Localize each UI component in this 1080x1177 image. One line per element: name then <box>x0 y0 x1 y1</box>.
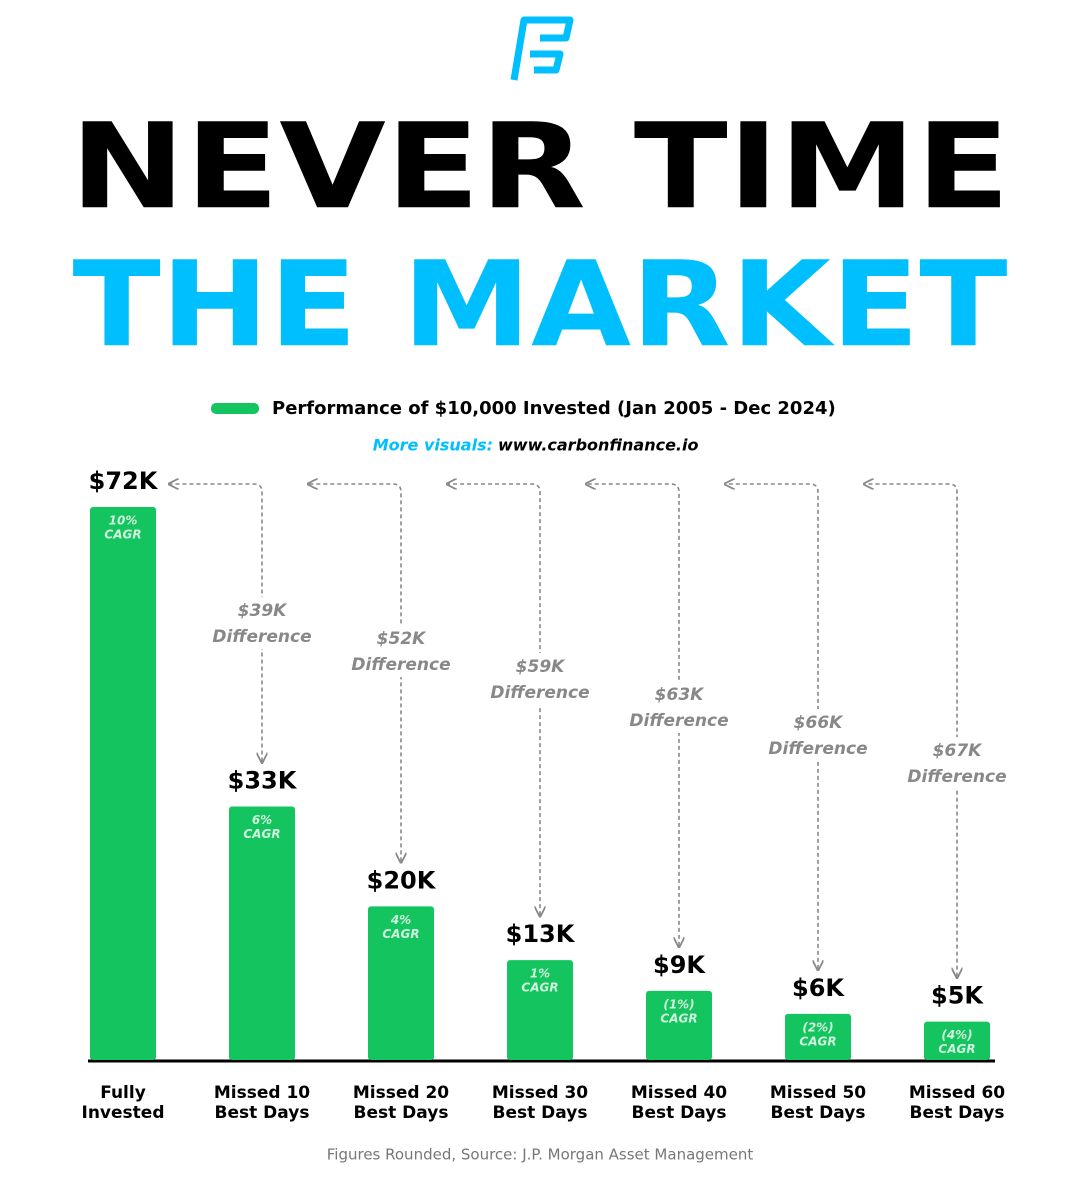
x-tick-label: Missed 30 Best Days <box>491 1083 589 1123</box>
cagr-label: (2%) <box>802 1020 833 1034</box>
subtitle-link[interactable]: www.carbonfinance.io <box>498 436 698 455</box>
cagr-label: 10% <box>109 514 138 528</box>
subtitle-prefix: More visuals: <box>373 436 493 455</box>
difference-label: $66K <box>794 713 844 733</box>
difference-bg <box>627 681 731 733</box>
x-tick-label: Missed 60 Best Days <box>908 1083 1006 1123</box>
bar <box>507 960 573 1060</box>
value-label: $5K <box>931 982 984 1010</box>
cagr-caption: CAGR <box>521 981 558 995</box>
difference-label: $63K <box>655 685 705 705</box>
cagr-label: (4%) <box>941 1028 972 1042</box>
legend-label: Performance of $10,000 Invested (Jan 200… <box>272 398 836 419</box>
value-label: $72K <box>89 467 159 495</box>
value-label: $20K <box>367 866 437 894</box>
x-tick-label: Fully Invested <box>81 1083 165 1123</box>
cagr-caption: CAGR <box>104 528 141 542</box>
difference-label: $67K <box>933 741 983 761</box>
cagr-label: (1%) <box>663 997 694 1011</box>
source: Figures Rounded, Source: J.P. Morgan Ass… <box>327 1146 754 1164</box>
difference-caption: Difference <box>351 655 450 675</box>
x-tick-label: Missed 50 Best Days <box>769 1083 867 1123</box>
cagr-label: 4% <box>390 913 411 927</box>
chart-title-highlight: THE MARKET <box>73 235 1008 373</box>
difference-bg <box>349 625 453 677</box>
cagr-label: 6% <box>252 813 272 827</box>
difference-arrow <box>865 484 957 977</box>
bar <box>368 906 434 1060</box>
difference-label: $39K <box>238 601 288 621</box>
bar <box>646 990 712 1060</box>
difference-caption: Difference <box>212 627 311 647</box>
cagr-caption: CAGR <box>660 1011 697 1025</box>
difference-arrow <box>170 484 262 762</box>
x-tick-label: Missed 10 Best Days <box>213 1083 311 1123</box>
difference-bg <box>766 709 870 761</box>
bar <box>90 507 156 1060</box>
cagr-caption: CAGR <box>243 827 280 841</box>
legend-swatch <box>211 403 259 414</box>
logo <box>510 16 574 81</box>
bar <box>924 1021 990 1060</box>
bar <box>229 806 295 1060</box>
difference-bg <box>210 597 314 649</box>
value-label: $6K <box>792 974 845 1002</box>
difference-arrow <box>726 484 818 969</box>
value-label: $9K <box>653 951 706 979</box>
difference-caption: Difference <box>629 711 728 731</box>
cagr-label: 1% <box>530 967 550 981</box>
difference-caption: Difference <box>490 683 589 703</box>
difference-label: $52K <box>377 629 427 649</box>
bar <box>785 1013 851 1060</box>
cagr-caption: CAGR <box>938 1042 975 1056</box>
difference-label: $59K <box>516 657 566 677</box>
difference-caption: Difference <box>768 739 867 759</box>
value-label: $33K <box>228 767 298 795</box>
difference-bg <box>488 653 592 705</box>
x-tick-label: Missed 40 Best Days <box>630 1083 728 1123</box>
cagr-caption: CAGR <box>382 927 419 941</box>
difference-arrow <box>448 484 540 915</box>
cagr-caption: CAGR <box>799 1034 836 1048</box>
chart-title: NEVER TIME <box>70 97 1010 235</box>
difference-bg <box>905 737 1009 789</box>
value-label: $13K <box>506 920 576 948</box>
x-tick-label: Missed 20 Best Days <box>352 1083 450 1123</box>
difference-caption: Difference <box>907 767 1006 787</box>
